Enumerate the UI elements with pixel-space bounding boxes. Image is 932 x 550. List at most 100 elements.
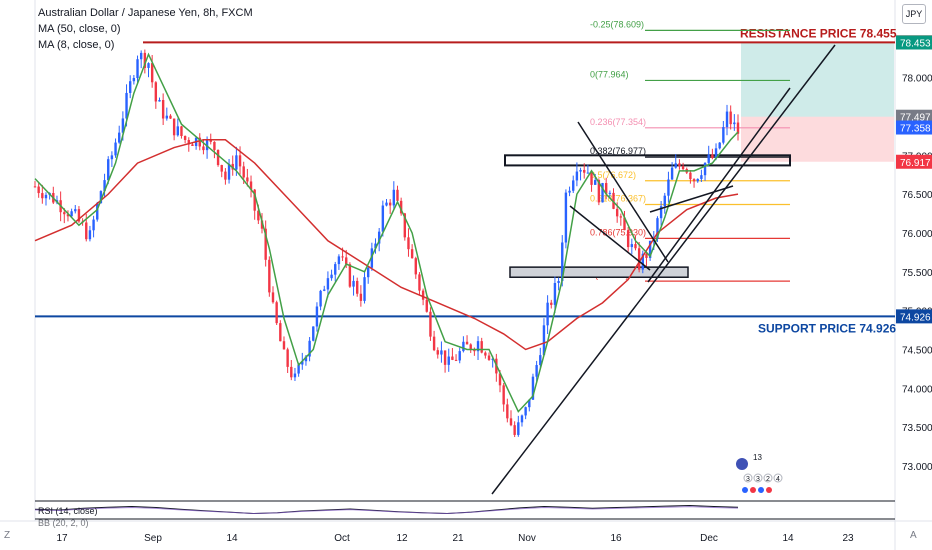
candle-body	[553, 282, 557, 305]
candle-body	[63, 212, 66, 215]
x-tick-6: Nov	[518, 533, 536, 544]
candle-body	[550, 302, 553, 305]
price-badge-label-4: 76.917	[900, 158, 931, 169]
candle-body	[575, 171, 579, 181]
candle-body	[374, 243, 377, 249]
candle-body	[674, 163, 677, 168]
candle-body	[432, 336, 436, 351]
candle-body	[213, 141, 216, 150]
candle-body	[476, 341, 480, 352]
candle-body	[443, 350, 447, 365]
x-tick-5: 21	[452, 533, 464, 544]
candle-body	[597, 180, 601, 203]
candle-body	[480, 341, 483, 353]
candle-body	[77, 209, 81, 222]
candle-body	[634, 244, 637, 249]
candle-body	[227, 163, 231, 180]
candle-body	[733, 122, 736, 125]
candle-body	[198, 137, 201, 147]
candle-body	[568, 190, 571, 193]
candle-body	[462, 341, 465, 352]
candle-body	[403, 213, 407, 238]
auto-scale-button[interactable]: A	[910, 530, 917, 541]
candle-body	[520, 415, 524, 423]
candle-body	[718, 142, 721, 149]
x-tick-10: 23	[842, 533, 854, 544]
trendline-main	[491, 44, 836, 495]
candle-body	[33, 186, 37, 188]
candle-body	[418, 274, 421, 291]
candle-body	[487, 355, 491, 360]
fib-label-1: 0(77.964)	[590, 69, 629, 79]
x-tick-2: 14	[226, 533, 238, 544]
candle-body	[484, 352, 487, 356]
candle-body	[66, 214, 70, 217]
candle-body	[557, 281, 560, 283]
candle-body	[183, 136, 187, 140]
candle-body	[667, 179, 670, 196]
candle-body	[235, 155, 238, 170]
candle-body	[110, 155, 114, 160]
x-tick-9: 14	[782, 533, 794, 544]
candle-body	[312, 326, 315, 341]
candle-body	[326, 278, 330, 290]
candle-body	[150, 63, 154, 83]
zoom-button[interactable]: Z	[4, 530, 11, 541]
candle-body	[663, 195, 666, 207]
currency-badge[interactable]: JPY	[902, 4, 926, 24]
candle-body	[414, 258, 417, 275]
candle-body	[572, 180, 575, 191]
candle-body	[44, 194, 48, 199]
candle-body	[121, 118, 125, 133]
candle-body	[531, 376, 535, 400]
candle-body	[689, 172, 692, 180]
price-badge-3	[896, 120, 932, 135]
x-tick-4: 12	[396, 533, 408, 544]
candle-body	[436, 350, 439, 355]
resistance-label: RESISTANCE PRICE 78.455	[740, 26, 897, 40]
candle-body	[725, 111, 729, 128]
candle-body	[191, 144, 194, 146]
candle-body	[707, 154, 710, 163]
bb-legend: BB (20, 2, 0)	[38, 518, 89, 528]
candle-body	[363, 277, 366, 301]
candle-body	[74, 209, 77, 212]
candle-body	[161, 100, 165, 119]
candle-body	[257, 210, 260, 221]
event-dot-icon	[753, 473, 763, 483]
candle-body	[286, 349, 289, 367]
price-badge-label-1: 78.453	[900, 38, 931, 49]
event-marker-icon	[742, 487, 748, 493]
candle-body	[107, 159, 110, 181]
candle-body	[103, 180, 106, 192]
breakout-box	[504, 154, 791, 167]
stop-zone	[741, 116, 894, 162]
candle-body	[608, 192, 612, 194]
candle-body	[125, 92, 128, 119]
candle-body	[623, 217, 626, 231]
candle-body	[216, 149, 220, 166]
candle-body	[132, 78, 136, 82]
candle-body	[498, 373, 502, 386]
candle-body	[429, 311, 432, 337]
candle-body	[220, 165, 223, 172]
candle-body	[139, 52, 143, 60]
candle-body	[242, 166, 245, 178]
price-badge-label-2: 77.497	[900, 113, 931, 124]
candle-body	[579, 169, 582, 172]
candle-body	[564, 192, 568, 243]
candle-body	[356, 280, 359, 294]
chart-title: Australian Dollar / Japanese Yen, 8h, FX…	[38, 7, 253, 19]
candle-body	[711, 154, 714, 158]
trendline-wedge-bottom	[569, 205, 651, 271]
ma50-legend: MA (50, close, 0)	[38, 23, 121, 35]
candle-body	[158, 100, 161, 102]
event-dot-icon	[743, 473, 753, 483]
candle-body	[586, 172, 590, 174]
candle-body	[334, 264, 337, 275]
candle-body	[714, 148, 718, 158]
y-tick-5: 75.500	[902, 268, 932, 279]
candle-body	[308, 340, 311, 357]
candle-body	[619, 216, 623, 218]
